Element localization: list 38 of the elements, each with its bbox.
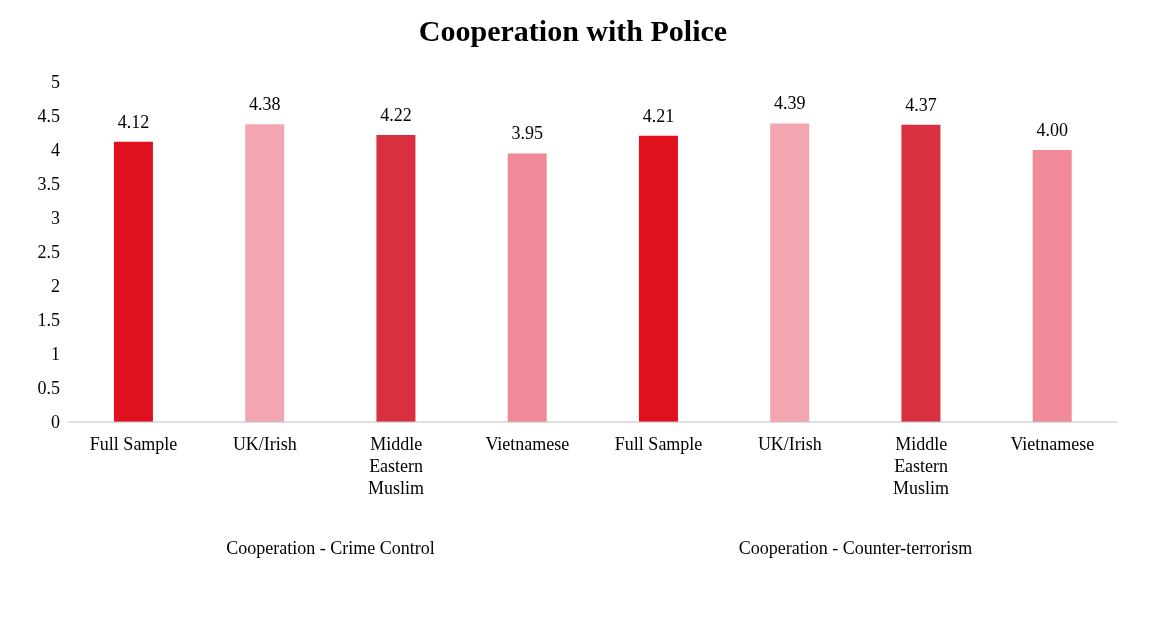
data-label: 4.12	[117, 111, 150, 132]
text: Cooperation - Crime Control	[225, 538, 436, 559]
data-label: 4.37	[905, 94, 937, 115]
x-tick-label: Vietnamese	[1010, 434, 1095, 454]
data-label: 4.38	[248, 94, 281, 115]
y-tick-label: 0.5	[37, 378, 60, 399]
y-tick-label: 4.5	[37, 106, 60, 127]
bar	[1032, 150, 1072, 422]
y-tick-label: 4	[51, 140, 60, 161]
bar	[376, 135, 416, 422]
data-label: 4.00	[1036, 120, 1068, 140]
bar	[507, 153, 547, 422]
x-tick-label: UK/Irish	[757, 434, 822, 454]
data-label: 4.21	[642, 105, 675, 126]
y-tick-label: 0	[51, 412, 60, 433]
data-label: 4.22	[380, 105, 412, 126]
bar	[901, 124, 941, 422]
data-label: 3.95	[511, 123, 543, 144]
x-tick-label: Middle Eastern Muslim	[368, 434, 425, 498]
y-tick-label: 1	[51, 344, 60, 365]
data-label: 4.39	[773, 93, 806, 114]
bar	[638, 135, 678, 422]
x-tick-label: Vietnamese	[485, 434, 570, 454]
y-tick-label: 2	[51, 276, 60, 297]
y-tick-label: 5	[51, 72, 60, 93]
bar	[113, 141, 153, 422]
bar	[770, 123, 810, 422]
x-tick-label: Middle Eastern Muslim	[893, 434, 950, 498]
x-tick-label: Full Sample	[89, 434, 178, 454]
bar	[245, 124, 285, 422]
x-tick-label: UK/Irish	[232, 434, 297, 454]
y-tick-label: 2.5	[37, 242, 60, 263]
y-tick-label: 1.5	[37, 310, 60, 331]
y-tick-label: 3	[51, 208, 60, 229]
text: Cooperation - Counter-terrorism	[737, 538, 974, 559]
chart-title: Cooperation with Police	[417, 14, 729, 48]
x-tick-label: Full Sample	[614, 434, 703, 454]
y-tick-label: 3.5	[37, 174, 60, 195]
